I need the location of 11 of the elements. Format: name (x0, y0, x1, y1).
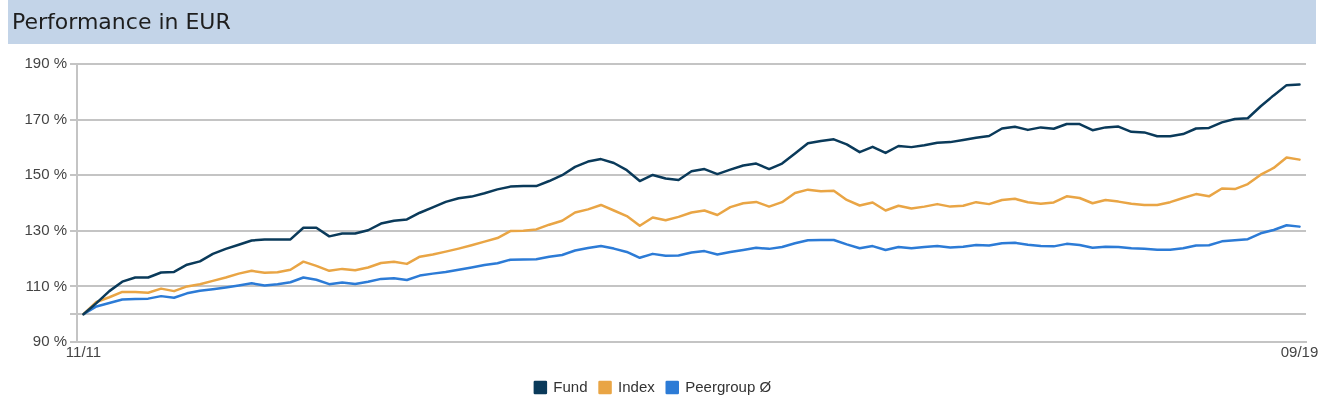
x-tick-label: 09/19 (1280, 343, 1319, 361)
y-tick-label: 150 % (24, 165, 67, 183)
y-tick-label: 110 % (25, 276, 67, 294)
y-tick-label: 190 % (24, 54, 67, 72)
legend-label: Peergroup Ø (685, 377, 772, 395)
y-tick-label: 130 % (24, 220, 67, 238)
chart-title: Performance in EUR (8, 0, 1316, 44)
legend-label: Fund (553, 377, 588, 395)
legend-label: Index (618, 377, 656, 395)
y-tick-label: 170 % (24, 109, 67, 127)
y-tick-label: 90 % (32, 332, 67, 350)
